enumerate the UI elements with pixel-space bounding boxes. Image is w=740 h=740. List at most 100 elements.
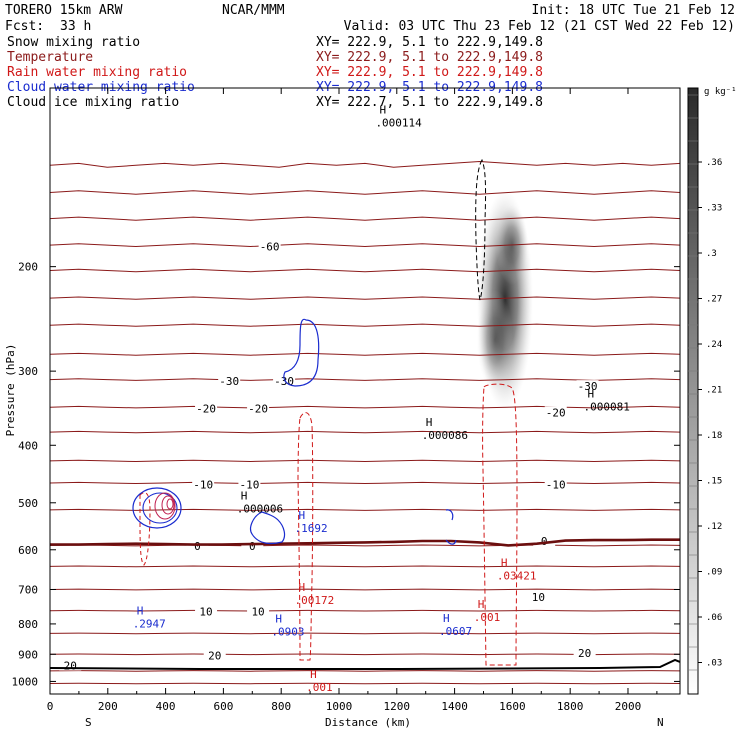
temperature-label: 20 xyxy=(208,650,221,663)
plot-frame xyxy=(49,87,681,695)
temp-label-bg xyxy=(241,539,264,551)
maximum-marker: H xyxy=(443,612,450,625)
colorbar-tick-label: .24 xyxy=(706,340,722,350)
maximum-value: .000006 xyxy=(237,502,283,515)
maximum-marker: H xyxy=(501,556,508,569)
legend-entry: Cloud ice mixing ratio xyxy=(7,95,179,110)
temperature-label: 10 xyxy=(532,591,545,604)
x-tick-label: 0 xyxy=(47,700,54,713)
legend-entry: Temperature xyxy=(7,50,93,65)
fcst-label: Fcst: xyxy=(5,19,44,34)
temp-label-bg xyxy=(573,646,596,658)
cloud-water-contour-b xyxy=(250,511,286,545)
snow-shading-lower xyxy=(477,290,513,390)
temperature-contour xyxy=(50,190,680,195)
org-label: NCAR/MMM xyxy=(222,3,285,18)
cloud-water-contour-a xyxy=(283,318,320,387)
temperature-label: -20 xyxy=(248,403,268,416)
colorbar-tick-label: .3 xyxy=(706,249,717,259)
temperature-contour xyxy=(50,544,680,547)
model-title: TORERO 15km ARW xyxy=(5,3,123,18)
temp-label-bg xyxy=(273,375,296,387)
terrain-line xyxy=(50,658,680,670)
y-tick-label: 600 xyxy=(18,544,38,557)
maximum-value: .000086 xyxy=(422,429,468,442)
cloud-water-contour-d xyxy=(132,487,182,529)
maximum-marker: H xyxy=(275,613,282,626)
x-tick-label: 1400 xyxy=(441,700,468,713)
y-axis-label: Pressure (hPa) xyxy=(4,344,17,437)
colorbar-tick-label: .21 xyxy=(706,386,722,396)
y-tick-label: 900 xyxy=(18,648,38,661)
maximum-value: .001 xyxy=(306,681,333,694)
rain-contour-c xyxy=(139,492,151,566)
plot-area: -60-30 -30 -30-20 -20 -20-10 -10 -100 0 010 10102… xyxy=(50,103,680,694)
temperature-label: 10 xyxy=(251,605,264,618)
maximum-marker: H xyxy=(299,509,306,522)
colorbar: g kg⁻¹ .36 .33 .3 .27 .24 .21 .18 .15 .12 .09 .06.… xyxy=(687,87,737,695)
colorbar-tick-label: .33 xyxy=(706,204,722,214)
rain-ring-2 xyxy=(161,495,175,515)
maximum-value: .1692 xyxy=(295,522,328,535)
temp-label-bg xyxy=(238,478,261,490)
temperature-contour xyxy=(50,268,680,273)
x-tick-label: 800 xyxy=(271,700,291,713)
x-tick-label: 200 xyxy=(98,700,118,713)
temperature-contour xyxy=(50,243,680,248)
y-tick-label: 800 xyxy=(18,618,38,631)
temperature-contour xyxy=(50,216,680,221)
x-tick-label: 1600 xyxy=(499,700,526,713)
rain-contour-b xyxy=(297,412,314,661)
x-tick-label: 600 xyxy=(213,700,233,713)
temperature-contour xyxy=(50,565,680,568)
maximum-value: .001 xyxy=(474,611,501,624)
temperature-label: 0 xyxy=(249,540,256,553)
init-label: Init: 18 UTC Tue 21 Feb 12 xyxy=(532,3,736,18)
cloud-water-contour-e xyxy=(142,492,178,524)
colorbar-tick-label: .18 xyxy=(706,431,722,441)
y-tick-label: 400 xyxy=(18,439,38,452)
temp-label-bg xyxy=(527,590,550,602)
maximum-value: .0607 xyxy=(439,625,472,638)
temperature-contour xyxy=(50,352,680,356)
maximum-value: .00172 xyxy=(295,594,335,607)
maximum-marker: H xyxy=(588,387,595,400)
temp-label-bg xyxy=(218,375,241,387)
temperature-contour xyxy=(50,405,680,409)
x-end-left: S xyxy=(85,716,92,729)
rain-ring-1 xyxy=(154,492,176,520)
x-tick-label: 1000 xyxy=(326,700,353,713)
colorbar-tick-label: .27 xyxy=(706,295,722,305)
temperature-contour xyxy=(50,296,680,300)
temp-label-bg xyxy=(195,402,218,414)
x-tick-label: 1200 xyxy=(384,700,411,713)
rain-contour-a xyxy=(482,383,518,666)
temperature-label: -10 xyxy=(546,479,566,492)
temperature-label: 20 xyxy=(64,659,77,672)
colorbar-tick-label: .06 xyxy=(706,613,722,623)
legend-entry: Rain water mixing ratio xyxy=(7,65,187,80)
temperature-contour xyxy=(50,160,680,168)
legend-xy: XY= 222.7, 5.1 to 222.9,149.8 xyxy=(316,95,543,110)
colorbar-tick-label: .03 xyxy=(706,659,722,669)
maximum-marker: H xyxy=(478,598,485,611)
maximum-marker: H xyxy=(299,581,306,594)
temperature-contour xyxy=(50,430,680,434)
colorbar-tick-label: .36 xyxy=(706,158,722,168)
temperature-label: 10 xyxy=(199,605,212,618)
valid-label: Valid: 03 UTC Thu 23 Feb 12 (21 CST Wed … xyxy=(344,19,735,34)
temp-label-bg xyxy=(544,478,567,490)
legend-entry: Snow mixing ratio xyxy=(7,35,140,50)
temp-label-bg xyxy=(195,605,218,617)
x-axis: 0 200 400 600 800 1000 1200 1400 1600 1800 2000 xyxy=(47,88,658,713)
maximum-marker: H xyxy=(310,668,317,681)
cloud-water-contour-c xyxy=(445,509,457,545)
y-tick-label: 1000 xyxy=(12,675,39,688)
temperature-contour xyxy=(50,609,680,612)
maximum-value: .03421 xyxy=(497,569,537,582)
temp-label-bg xyxy=(247,402,270,414)
maximum-marker: H xyxy=(379,103,386,116)
colorbar-fill xyxy=(687,87,699,695)
